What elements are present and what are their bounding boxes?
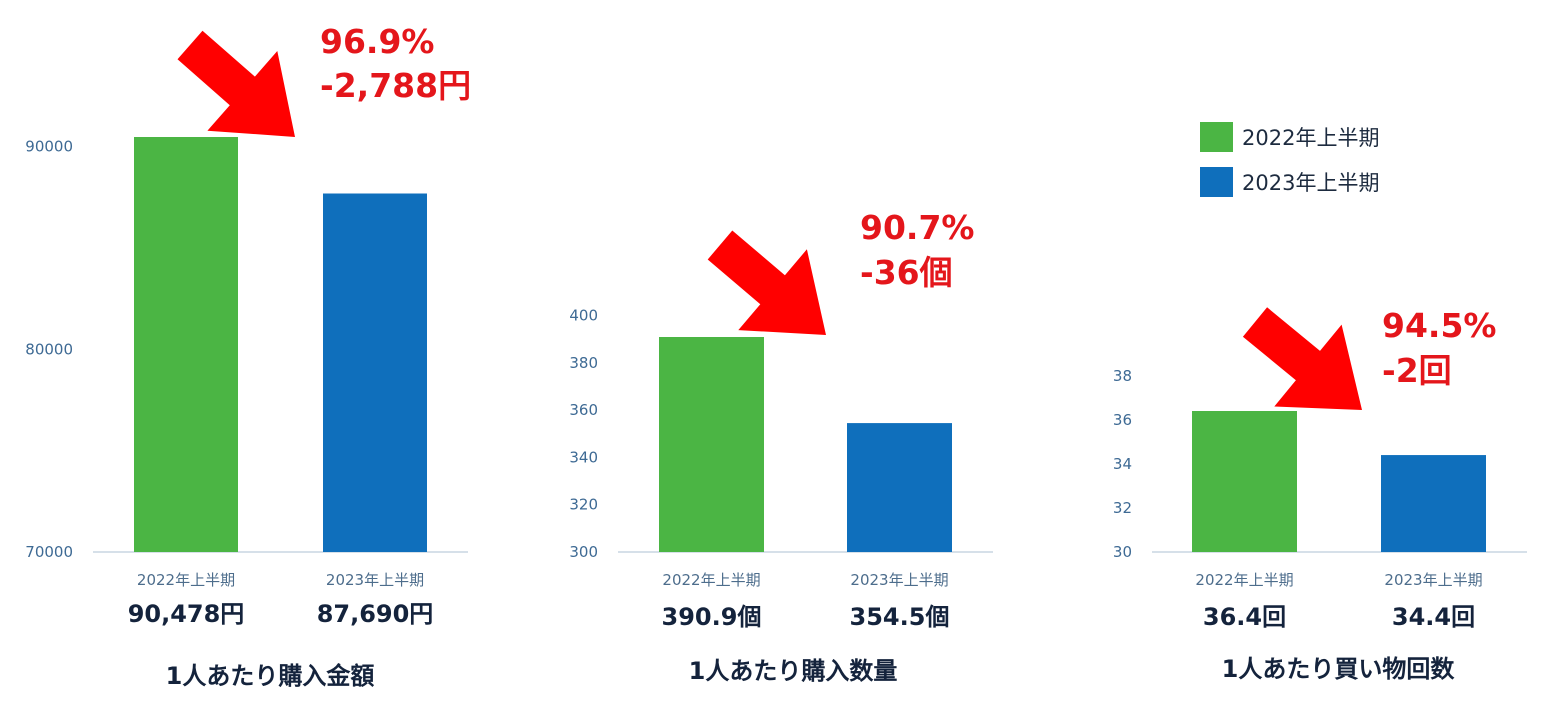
bar [1381, 455, 1486, 552]
bar [1192, 411, 1297, 552]
change-amount-label: -2回 [1382, 351, 1452, 390]
bar-value-label: 390.9個 [662, 603, 762, 631]
bar [134, 137, 238, 552]
bar [323, 193, 427, 552]
bar-value-label: 354.5個 [850, 603, 950, 631]
y-tick-label: 70000 [25, 543, 73, 561]
legend-label: 2022年上半期 [1242, 126, 1379, 150]
change-percent-label: 96.9% [320, 22, 435, 61]
bar [847, 423, 952, 552]
y-tick-label: 30 [1113, 543, 1132, 561]
y-tick-label: 360 [569, 401, 598, 419]
chart-title: 1人あたり購入数量 [689, 657, 898, 685]
change-percent-label: 94.5% [1382, 306, 1497, 345]
y-tick-label: 320 [569, 496, 598, 514]
down-arrow-icon [707, 230, 826, 335]
y-tick-label: 340 [569, 448, 598, 466]
x-category-label: 2023年上半期 [1384, 571, 1482, 589]
y-tick-label: 38 [1113, 367, 1132, 385]
legend-swatch [1200, 122, 1233, 152]
bar-value-label: 90,478円 [128, 600, 245, 628]
y-tick-label: 300 [569, 543, 598, 561]
bar-value-label: 87,690円 [317, 600, 434, 628]
x-category-label: 2023年上半期 [326, 571, 424, 589]
x-category-label: 2022年上半期 [1195, 571, 1293, 589]
change-amount-label: -2,788円 [320, 66, 471, 105]
down-arrow-icon [1242, 307, 1362, 410]
change-percent-label: 90.7% [860, 208, 975, 247]
legend-swatch [1200, 167, 1233, 197]
x-category-label: 2023年上半期 [850, 571, 948, 589]
change-amount-label: -36個 [860, 253, 953, 292]
bar-value-label: 36.4回 [1203, 603, 1286, 631]
chart-title: 1人あたり購入金額 [166, 662, 375, 690]
y-tick-label: 34 [1113, 455, 1132, 473]
y-tick-label: 80000 [25, 340, 73, 358]
x-category-label: 2022年上半期 [137, 571, 235, 589]
y-tick-label: 36 [1113, 411, 1132, 429]
chart-title: 1人あたり買い物回数 [1222, 655, 1456, 683]
x-category-label: 2022年上半期 [662, 571, 760, 589]
bar [659, 337, 764, 552]
legend-label: 2023年上半期 [1242, 171, 1379, 195]
y-tick-label: 400 [569, 306, 598, 324]
y-tick-label: 90000 [25, 138, 73, 156]
y-tick-label: 380 [569, 354, 598, 372]
y-tick-label: 32 [1113, 499, 1132, 517]
bar-value-label: 34.4回 [1392, 603, 1475, 631]
down-arrow-icon [177, 30, 295, 138]
